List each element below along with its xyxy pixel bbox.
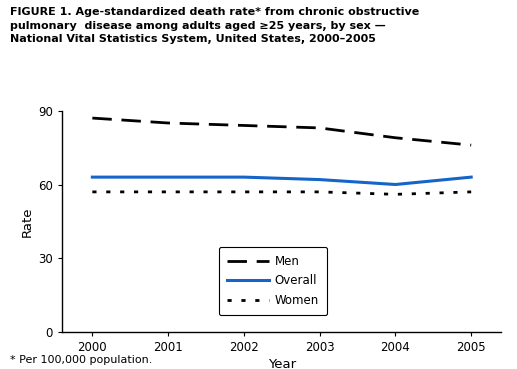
Legend: Men, Overall, Women: Men, Overall, Women	[219, 246, 327, 315]
Text: FIGURE 1. Age-standardized death rate* from chronic obstructive
pulmonary  disea: FIGURE 1. Age-standardized death rate* f…	[10, 7, 420, 44]
Text: * Per 100,000 population.: * Per 100,000 population.	[10, 355, 153, 365]
Y-axis label: Rate: Rate	[21, 206, 34, 237]
X-axis label: Year: Year	[268, 358, 296, 369]
